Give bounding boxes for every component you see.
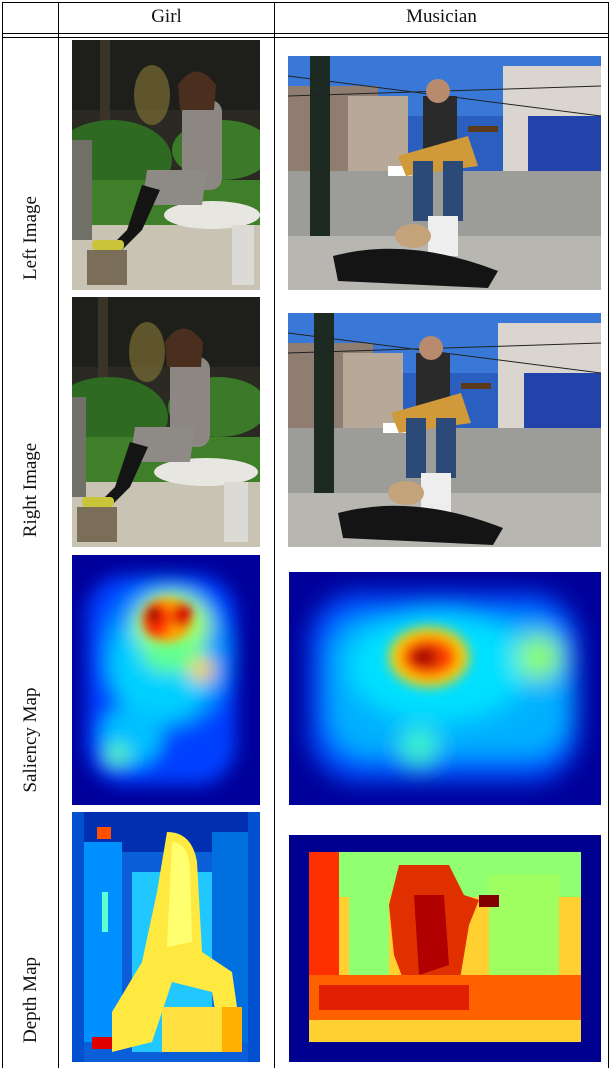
table-border-left	[2, 2, 3, 1068]
girl-right-image	[72, 297, 260, 547]
header-double-rule-1	[2, 33, 608, 34]
girl-saliency-map	[72, 555, 260, 805]
musician-saliency-map	[289, 572, 601, 805]
girl-depth-map	[72, 812, 260, 1062]
musician-depth-map	[289, 835, 601, 1062]
column-header-girl: Girl	[151, 6, 182, 27]
girl-left-image	[72, 40, 260, 290]
column-divider-1	[58, 2, 59, 1068]
column-divider-2	[274, 2, 275, 1068]
table-border-right	[608, 2, 609, 1068]
table-border-top	[2, 2, 608, 3]
row-label-left-image-text: Left Image	[20, 196, 41, 280]
musician-right-image	[288, 313, 601, 547]
musician-left-image	[288, 56, 601, 290]
header-double-rule-2	[2, 37, 608, 38]
column-header-musician: Musician	[406, 6, 477, 27]
row-label-right-image-text: Right Image	[20, 442, 41, 538]
row-label-saliency-map-text: Saliency Map	[20, 687, 41, 793]
row-label-depth-map-text: Depth Map	[20, 956, 41, 1044]
